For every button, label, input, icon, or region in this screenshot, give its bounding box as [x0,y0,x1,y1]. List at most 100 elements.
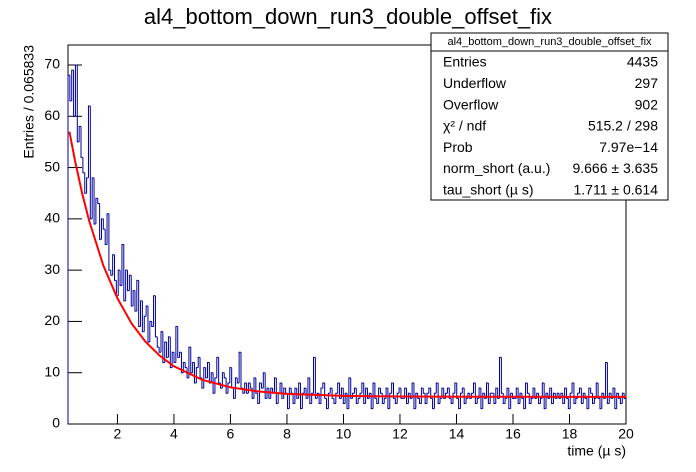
histogram-bin [420,387,424,404]
histogram-bin [113,254,117,281]
histogram-bin [374,382,377,399]
histogram-bin [541,382,545,399]
histogram-bin [484,393,487,399]
histogram-bin [508,388,511,410]
histogram-bin [419,398,422,404]
histogram-bin [329,387,333,394]
histogram-bin [180,352,184,374]
histogram-bin [257,393,260,404]
stats-label: Overflow [443,96,499,112]
histogram-bin [86,177,89,194]
histogram-bin [327,392,331,409]
histogram-bin [478,387,481,399]
y-tick-label: 50 [44,158,60,174]
histogram-bin [203,367,206,389]
histogram-bin [117,269,121,296]
stats-label: Underflow [443,75,507,91]
histogram-bin [158,347,162,353]
histogram-bin [432,398,435,410]
histogram-bin [500,357,504,394]
histogram-bin [612,387,615,399]
stats-value: 297 [635,75,659,91]
histogram-bin [590,388,593,394]
histogram-bin [249,382,253,389]
histogram-bin [138,280,141,328]
x-axis-label: time (µ s) [567,443,626,459]
histogram-bin [404,387,407,399]
histogram-bin [605,361,608,399]
histogram-bin [361,382,364,394]
histogram-bin [199,357,202,379]
histogram-bin [495,387,498,404]
histogram-bin [218,357,221,384]
histogram-bin [212,372,215,394]
histogram-bin [383,397,387,404]
histogram-bin [603,393,606,399]
x-tick-label: 14 [449,426,465,442]
histogram-bin [100,218,104,240]
y-tick-label: 20 [44,312,60,328]
histogram-bin [141,300,145,333]
histogram-bin [71,69,74,101]
histogram-bin [246,382,249,394]
histogram-bin [406,388,409,404]
histogram-bin [599,398,602,410]
y-tick-label: 10 [44,363,60,379]
histogram-bin [112,254,115,276]
histogram-bin [579,387,582,394]
histogram-bin [167,336,171,358]
histogram-bin [547,393,550,399]
histogram-bin [539,397,543,404]
histogram-bin [130,275,134,307]
histogram-bin [300,382,303,410]
histogram-bin [389,392,392,409]
histogram-bin [156,336,160,348]
histogram-bin [169,336,173,369]
histogram-bin [104,229,108,246]
histogram-bin [234,377,238,399]
histogram-bin [565,388,569,399]
histogram-bin [95,197,98,224]
histogram-bin [78,126,82,142]
histogram-bin [387,388,390,410]
histogram-bin [262,372,266,389]
x-tick-label: 2 [114,426,122,442]
histogram-bin [294,387,297,404]
histogram-bin [298,382,301,399]
histogram-bin [149,320,152,342]
histogram-bin [184,362,188,369]
histogram-bin [311,392,314,404]
histogram-bin [195,367,199,383]
histogram-bin [279,382,282,394]
histogram-bin [385,387,388,399]
histogram-bin [231,367,234,389]
histogram-bin [365,387,368,404]
histogram-bin [151,321,154,328]
histogram-bin [210,372,214,383]
histogram-bin [378,387,381,404]
histogram-bin [240,352,243,389]
histogram-bin [190,347,193,374]
histogram-bin [616,392,619,409]
histogram-bin [82,157,85,174]
histogram-bin [342,388,346,404]
histogram-bin [207,361,210,378]
histogram-bin [166,341,169,358]
histogram-bin [355,388,359,404]
histogram-bin [348,377,351,409]
histogram-bin [469,393,472,399]
histogram-bin [76,65,80,143]
histogram-bin [426,392,429,404]
stats-value: 515.2 / 298 [588,118,658,134]
histogram-bin [238,351,241,383]
histogram-bin [595,382,599,399]
histogram-bin [523,398,526,410]
histogram-bin [331,388,334,399]
histogram-bin [164,341,167,363]
histogram-bin [153,295,156,327]
histogram-bin [283,387,286,399]
x-tick-label: 16 [505,426,521,442]
histogram-bin [506,387,509,399]
histogram-bin [428,387,431,394]
x-tick-label: 18 [562,426,578,442]
